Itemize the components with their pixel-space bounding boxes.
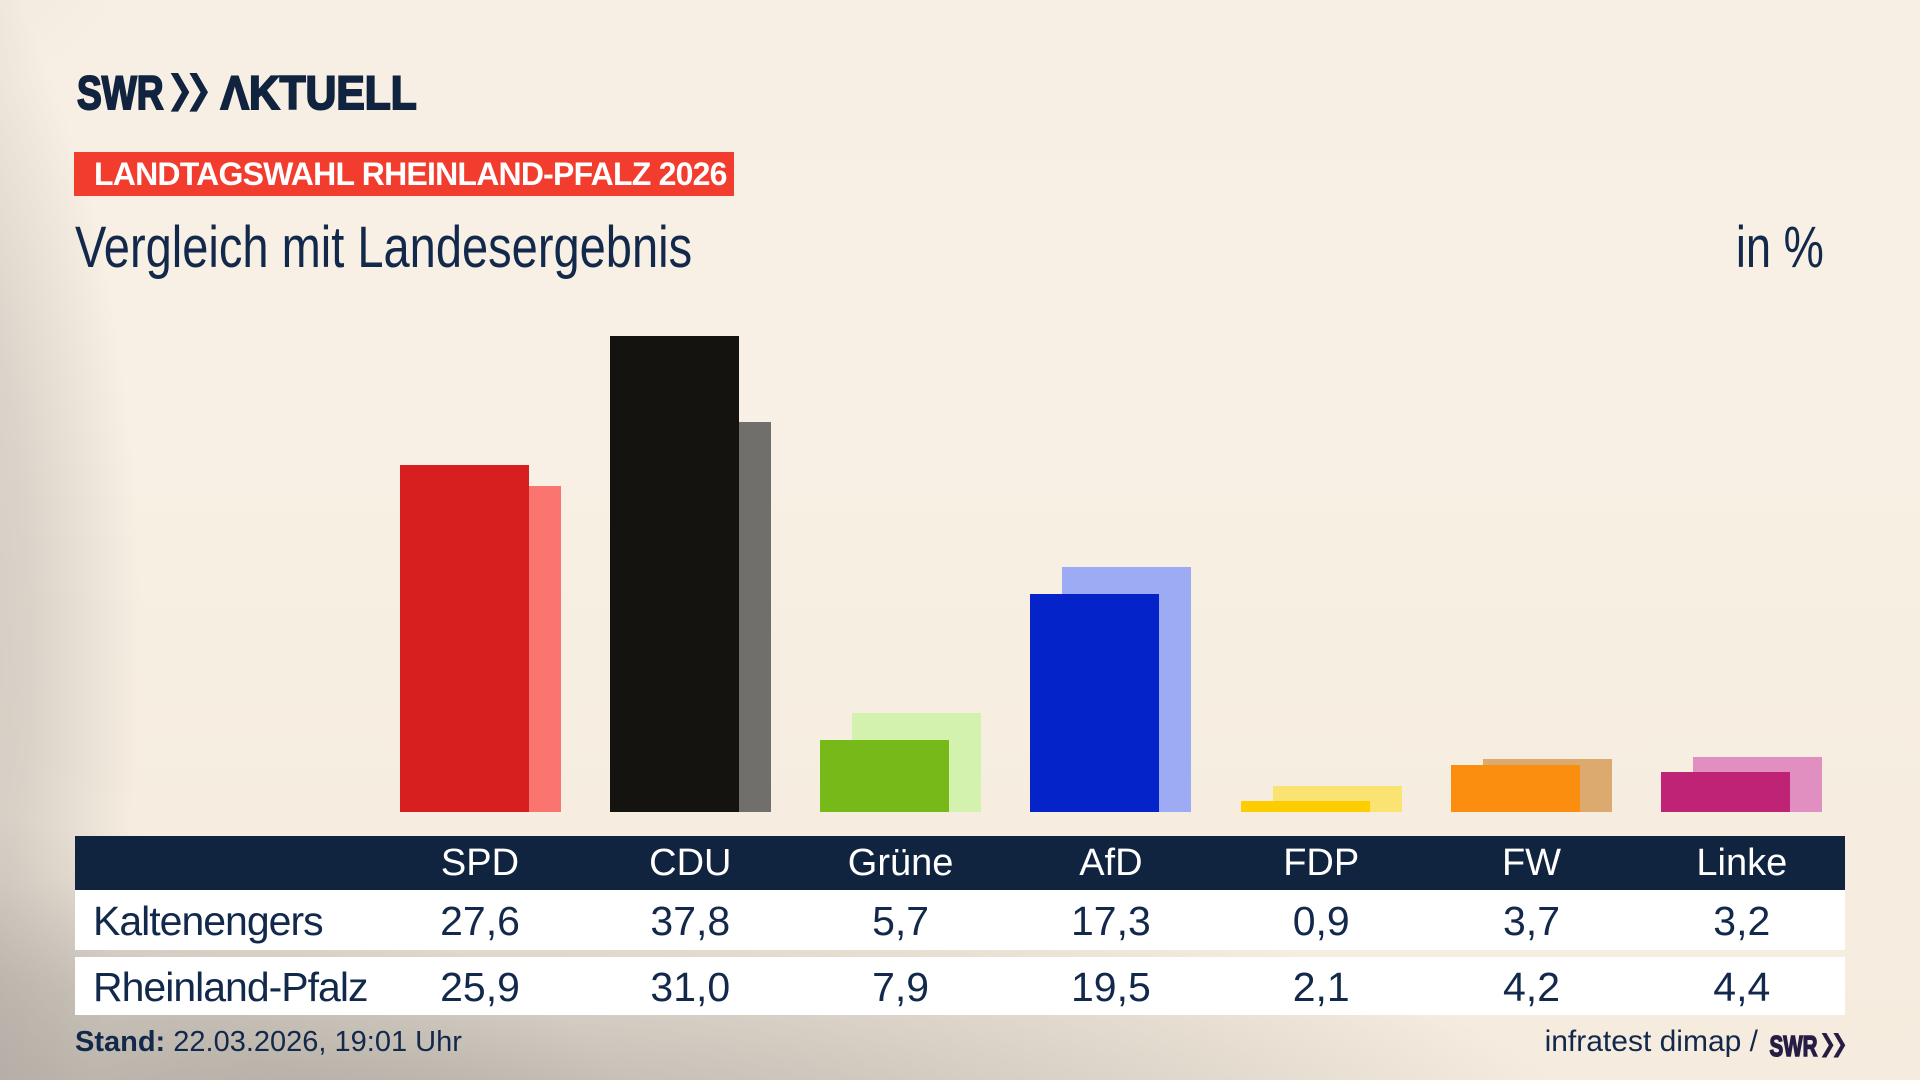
row-label-kaltenengers: Kaltenengers <box>93 898 324 944</box>
bar-spd-kaltenengers <box>399 464 529 812</box>
unit-label: in % <box>1735 215 1824 280</box>
column-header-fw: FW <box>1501 841 1562 884</box>
row-label-rheinland-pfalz: Rheinland-Pfalz <box>93 964 368 1010</box>
column-header-grne: Grüne <box>847 841 954 884</box>
value-linke-kaltenengers: 3,2 <box>1713 898 1771 944</box>
svg-text:SWR: SWR <box>77 73 164 112</box>
value-grne-kaltenengers: 5,7 <box>872 898 930 944</box>
table-header-row: SPD CDU Grüne AfD FDP FW Linke <box>75 836 1845 890</box>
table-row: Rheinland-Pfalz 25,9 31,0 7,9 19,5 2,1 4,2 4,4 <box>75 957 1845 1015</box>
bar-cdu-kaltenengers <box>609 336 739 812</box>
column-header-cdu: CDU <box>649 841 732 884</box>
value-fw-kaltenengers: 3,7 <box>1503 898 1560 944</box>
bar-fw-kaltenengers <box>1451 765 1580 812</box>
bar-linke-kaltenengers <box>1661 771 1791 812</box>
timestamp: Stand: 22.03.2026, 19:01 Uhr <box>75 1028 462 1057</box>
election-badge: LANDTAGSWAHL RHEINLAND-PFALZ 2026 <box>74 152 734 196</box>
value-fw-rheinland-pfalz: 4,2 <box>1503 964 1560 1010</box>
swr-logo-small: SWR <box>1769 1032 1846 1058</box>
page-title: Vergleich mit Landesergebnis <box>75 215 693 280</box>
column-header-linke: Linke <box>1696 841 1788 884</box>
column-header-spd: SPD <box>440 841 520 884</box>
timestamp-value: 22.03.2026, 19:01 Uhr <box>173 1026 462 1058</box>
value-fdp-kaltenengers: 0,9 <box>1292 898 1350 944</box>
source-credit: infratest dimap / SWR <box>1545 1027 1847 1058</box>
value-spd-rheinland-pfalz: 25,9 <box>440 964 520 1010</box>
value-fdp-rheinland-pfalz: 2,1 <box>1292 964 1350 1010</box>
swr-aktuell-logo-icon: SWR ΛKTUELL <box>76 66 418 120</box>
value-grne-rheinland-pfalz: 7,9 <box>872 964 930 1010</box>
bar-grne-kaltenengers <box>820 740 950 812</box>
election-badge-label: LANDTAGSWAHL RHEINLAND-PFALZ 2026 <box>94 155 727 192</box>
value-spd-kaltenengers: 27,6 <box>440 898 520 944</box>
bar-fdp-kaltenengers <box>1240 800 1370 812</box>
svg-text:ΛKTUELL: ΛKTUELL <box>221 73 417 112</box>
table-row: Kaltenengers 27,6 37,8 5,7 17,3 0,9 3,7 3,2 <box>75 890 1845 950</box>
value-afd-rheinland-pfalz: 19,5 <box>1070 964 1151 1010</box>
column-header-afd: AfD <box>1079 841 1143 884</box>
value-linke-rheinland-pfalz: 4,4 <box>1713 964 1771 1010</box>
timestamp-label: Stand: <box>75 1026 166 1058</box>
swr-aktuell-logo: SWR ΛKTUELL <box>75 66 435 120</box>
column-header-fdp: FDP <box>1283 841 1360 884</box>
value-cdu-rheinland-pfalz: 31,0 <box>650 964 731 1010</box>
value-cdu-kaltenengers: 37,8 <box>650 898 731 944</box>
value-afd-kaltenengers: 17,3 <box>1070 898 1151 944</box>
bar-afd-kaltenengers <box>1030 594 1160 812</box>
source-text: infratest dimap / <box>1544 1025 1758 1058</box>
svg-text:SWR: SWR <box>1770 1033 1818 1058</box>
